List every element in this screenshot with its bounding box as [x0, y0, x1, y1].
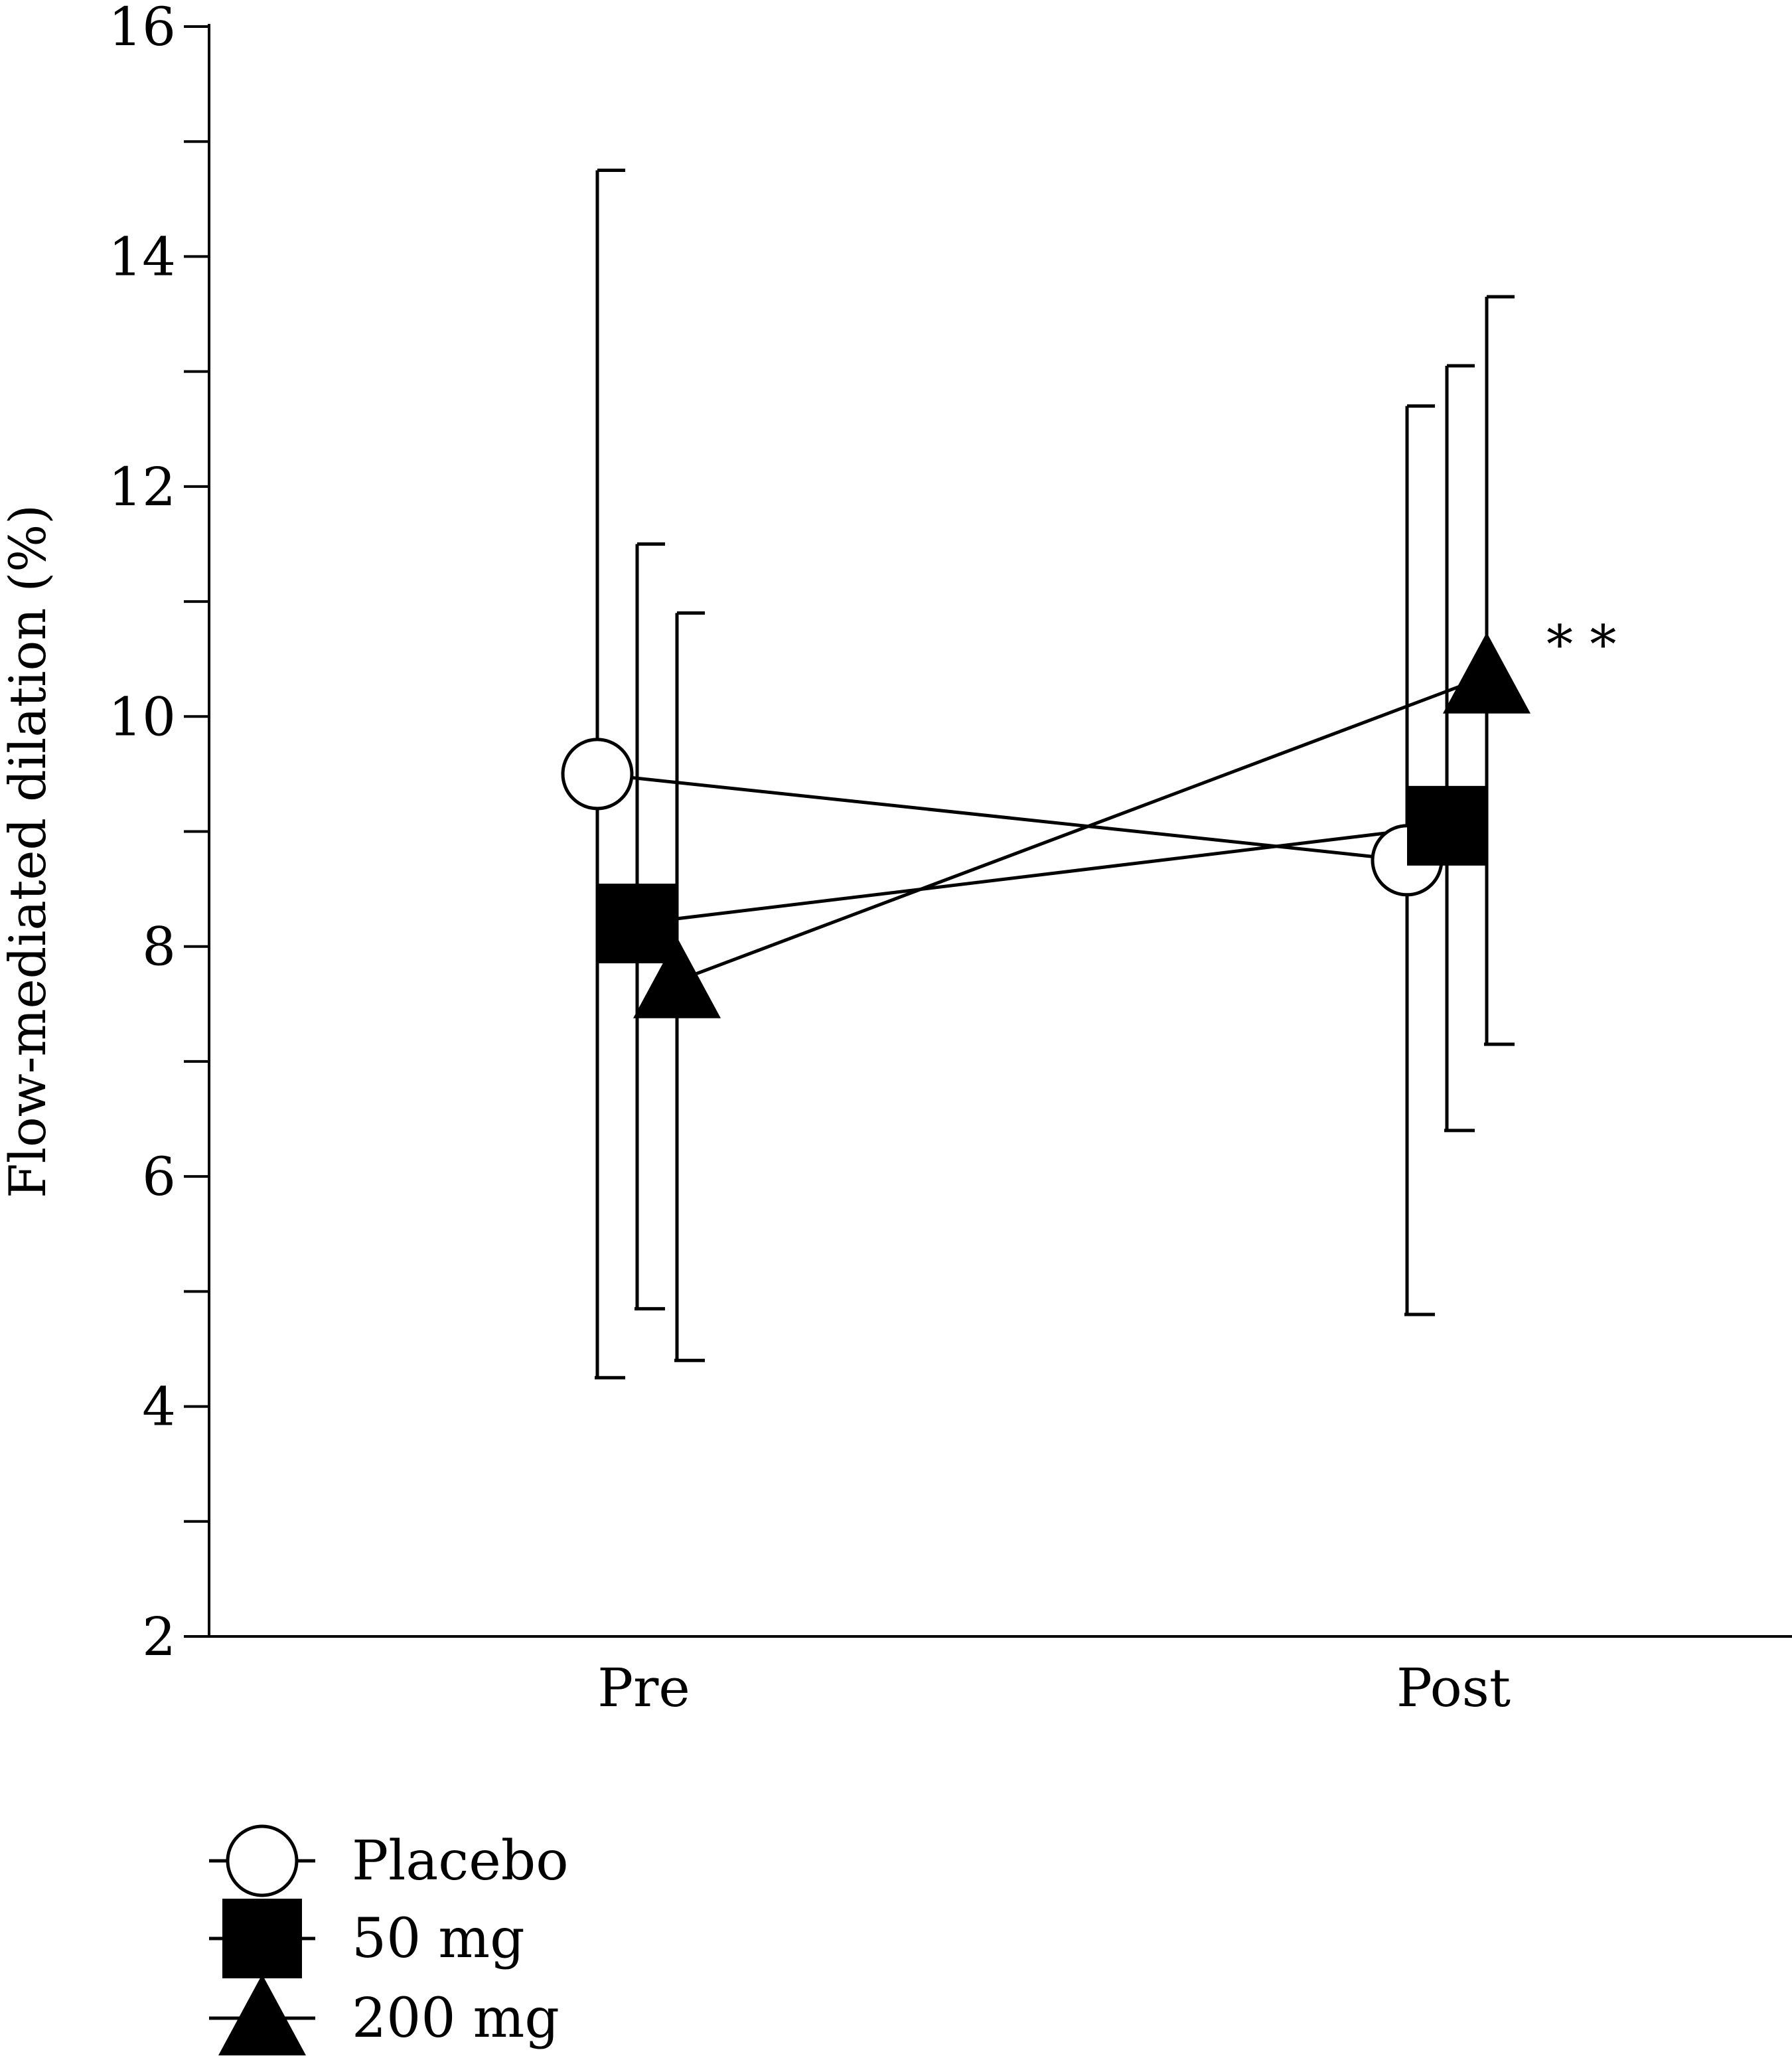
significance-annotation: * * — [1546, 614, 1616, 676]
x-tick-label: Pre — [597, 1657, 690, 1719]
x-axis-ticks: Pre Post — [597, 1657, 1511, 1719]
y-tick-label: 16 — [108, 0, 176, 58]
marker-200-mg — [1443, 632, 1531, 714]
error-bars — [595, 169, 1515, 1380]
y-tick-label: 2 — [142, 1606, 176, 1668]
y-tick-label: 14 — [108, 226, 176, 287]
legend-label-placebo: Placebo — [352, 1830, 569, 1893]
legend-label-200-mg: 200 mg — [352, 1987, 560, 2050]
y-tick-label: 12 — [108, 456, 176, 518]
series-line-placebo — [597, 772, 1408, 862]
series-line-200-mg — [676, 674, 1487, 983]
legend-marker-placebo — [226, 1824, 299, 1897]
y-tick-label: 8 — [142, 916, 176, 978]
annotations: * * — [1546, 614, 1616, 676]
y-tick-label: 4 — [142, 1376, 176, 1438]
y-axis-label: Flow-mediated dilation (%) — [0, 505, 57, 1198]
y-tick-label: 6 — [142, 1146, 176, 1208]
marker-50-mg — [597, 884, 677, 964]
legend: Placebo 50 mg 200 mg — [209, 1824, 569, 2056]
marker-placebo — [561, 738, 634, 811]
y-tick-label: 10 — [108, 686, 176, 748]
legend-label-50-mg: 50 mg — [352, 1907, 525, 1970]
legend-marker-200-mg — [218, 1974, 306, 2056]
marker-200-mg — [633, 937, 721, 1018]
data-markers — [561, 632, 1531, 1018]
series-line-50-mg — [636, 824, 1448, 925]
axes — [208, 24, 1792, 1638]
series-lines — [597, 674, 1487, 983]
legend-marker-50-mg — [222, 1899, 302, 1978]
y-axis-ticks: 2 4 6 8 10 12 14 16 — [108, 0, 209, 1668]
x-tick-label: Post — [1396, 1657, 1511, 1719]
marker-50-mg — [1407, 785, 1487, 866]
